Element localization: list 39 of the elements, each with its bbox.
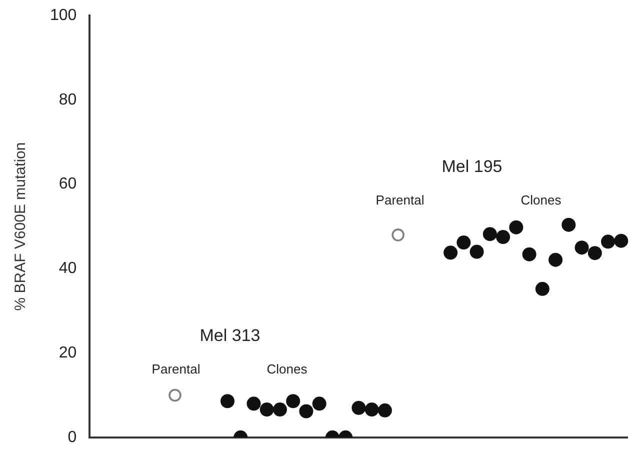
point — [496, 230, 510, 244]
annotation: Mel 313 — [200, 326, 260, 346]
point — [574, 240, 589, 255]
y-tick-label: 40 — [58, 260, 77, 278]
point — [168, 388, 182, 402]
annotation: Clones — [266, 362, 308, 376]
point — [378, 403, 392, 418]
point — [562, 218, 576, 232]
y-tick-label: 80 — [58, 91, 77, 108]
point — [246, 396, 261, 411]
y-tick-label: 20 — [58, 344, 77, 362]
point — [220, 394, 234, 408]
point — [299, 404, 314, 418]
point — [509, 220, 524, 234]
point — [601, 234, 616, 249]
point — [482, 227, 497, 242]
y-axis-title: % BRAF V600E mutation — [12, 142, 30, 311]
y-tick-label: 60 — [58, 176, 77, 193]
point — [364, 402, 379, 417]
point — [272, 402, 287, 417]
point — [392, 228, 404, 242]
annotation: Clones — [520, 192, 562, 208]
point — [352, 400, 366, 415]
point — [470, 244, 484, 259]
point — [614, 234, 628, 248]
point — [312, 396, 326, 411]
annotation: Parental — [152, 362, 200, 376]
point — [535, 282, 550, 296]
point — [522, 247, 536, 262]
point — [456, 236, 471, 250]
point — [444, 246, 458, 260]
point — [548, 252, 563, 267]
y-tick-label: 0 — [68, 428, 77, 446]
y-tick-label: 100 — [50, 7, 77, 24]
annotation: Mel 195 — [442, 157, 502, 177]
point — [588, 246, 602, 260]
point — [260, 402, 274, 417]
point — [286, 394, 300, 408]
annotation: Parental — [376, 192, 424, 208]
